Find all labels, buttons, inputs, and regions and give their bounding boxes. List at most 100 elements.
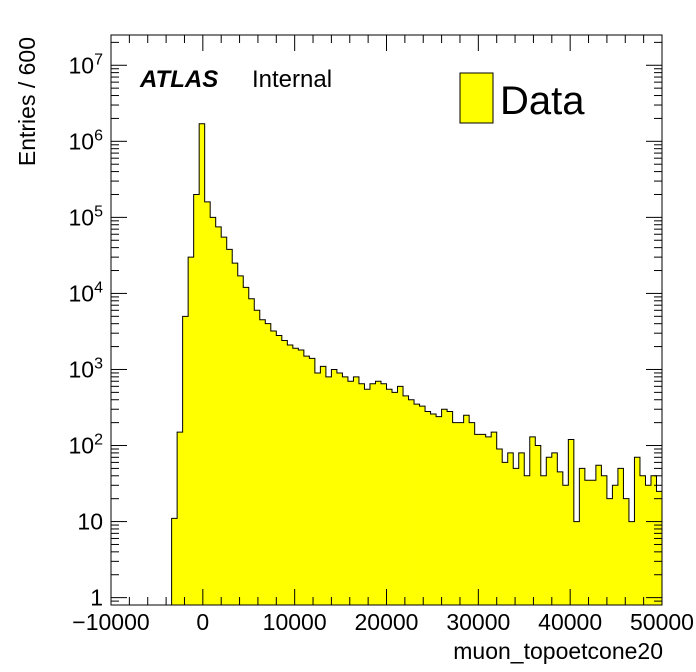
- histogram-bar: [656, 491, 663, 605]
- histogram-bar: [303, 356, 310, 605]
- histogram-bar: [226, 249, 233, 605]
- histogram-bar: [579, 468, 586, 605]
- x-tick-label: 0: [196, 609, 209, 635]
- x-tick-label: 30000: [446, 609, 510, 635]
- histogram-bar: [441, 409, 448, 605]
- histogram-bar: [507, 452, 514, 605]
- y-tick-label: 10: [77, 509, 103, 535]
- histogram-bar: [650, 475, 657, 605]
- histogram-bar: [375, 381, 382, 605]
- histogram-bar: [480, 434, 487, 605]
- x-tick-label: 50000: [630, 609, 694, 635]
- histogram-bar: [347, 381, 354, 605]
- histogram-bar: [524, 475, 531, 605]
- x-tick-label: −10000: [72, 609, 149, 635]
- x-tick-label: 20000: [355, 609, 419, 635]
- histogram-bar: [612, 485, 619, 605]
- x-tick-label: 40000: [538, 609, 602, 635]
- histogram-bar: [292, 348, 299, 605]
- histogram-bar: [518, 452, 525, 605]
- histogram-bar: [210, 217, 217, 606]
- histogram-bar: [606, 498, 613, 605]
- histogram-bar: [595, 465, 602, 605]
- histogram-bar: [513, 468, 520, 605]
- histogram-bar: [298, 350, 305, 605]
- histogram-bar: [469, 422, 476, 605]
- histogram-bar: [645, 485, 652, 605]
- histogram-bar: [171, 518, 178, 605]
- x-tick-labels: −10000 0 10000 20000 30000 40000 50000: [72, 609, 694, 635]
- histogram-bar: [436, 416, 442, 605]
- histogram-bar: [419, 406, 426, 605]
- histogram-bar: [254, 310, 261, 605]
- histogram-bar: [182, 316, 189, 605]
- histogram-bar: [551, 452, 558, 605]
- histogram-bar: [617, 468, 624, 605]
- histogram-bar: [540, 475, 547, 605]
- histogram-bar: [364, 389, 371, 605]
- histogram-bar: [358, 383, 365, 605]
- histogram-bar: [281, 340, 288, 605]
- histogram-bar: [496, 449, 503, 605]
- histogram-bar: [221, 237, 228, 605]
- y-tick-label: 103: [69, 355, 104, 382]
- histogram-bar: [392, 392, 398, 605]
- histogram-bar: [529, 436, 536, 605]
- histogram-bar: [601, 475, 608, 605]
- histogram-bar: [628, 521, 635, 605]
- y-tick-label: 106: [69, 127, 104, 154]
- histogram-bar: [270, 331, 277, 605]
- histogram-bar: [430, 413, 437, 605]
- atlas-sublabel: Internal: [252, 66, 332, 93]
- y-tick-label: 102: [69, 432, 104, 459]
- histogram-bar: [408, 399, 415, 605]
- histogram-bar: [188, 257, 195, 605]
- histogram-bar: [276, 335, 283, 605]
- histogram-bar: [447, 411, 454, 605]
- y-tick-label: 105: [69, 203, 104, 230]
- histogram-bar: [562, 485, 569, 605]
- histogram-bar: [380, 383, 387, 605]
- histogram-bar: [287, 344, 294, 605]
- histogram-bar: [623, 498, 630, 605]
- y-tick-label: 107: [69, 51, 104, 78]
- axis-ticks: [110, 35, 663, 606]
- legend-swatch: [459, 72, 494, 124]
- histogram-bar: [248, 298, 255, 605]
- histogram-bar: [474, 434, 481, 605]
- histogram-bar: [232, 263, 239, 605]
- histogram-bar: [458, 422, 465, 605]
- histogram-bar: [243, 287, 250, 605]
- histogram-bar: [546, 457, 553, 605]
- histogram-bar: [573, 521, 580, 605]
- legend-entry-data: Data: [500, 79, 585, 123]
- y-tick-labels: 1 10 102 103 104 105 106 107: [69, 51, 104, 610]
- histogram-bar: [452, 422, 459, 605]
- histogram-outline: [171, 123, 662, 605]
- histogram-bar: [590, 480, 597, 605]
- y-tick-label: 1: [90, 585, 103, 611]
- y-tick-label: 104: [69, 279, 104, 306]
- histogram-bar: [425, 411, 431, 605]
- histogram-bars: [171, 123, 663, 606]
- histogram-bar: [259, 319, 266, 605]
- histogram-bar: [485, 436, 492, 605]
- histogram-bar: [204, 201, 211, 605]
- histogram-bar: [265, 323, 272, 605]
- histogram-bar: [386, 389, 393, 605]
- histogram-bar: [397, 386, 404, 605]
- histogram-bar: [336, 372, 343, 605]
- histogram-bar: [309, 358, 316, 605]
- histogram-bar: [215, 226, 222, 605]
- histogram-bar: [199, 123, 206, 606]
- histogram-bar: [414, 404, 420, 605]
- histogram-bar: [342, 376, 349, 605]
- y-axis-label: Entries / 600: [14, 37, 40, 166]
- histogram-bar: [491, 432, 498, 605]
- x-axis-label: muon_topoetcone20: [453, 638, 663, 664]
- histogram-bar: [177, 432, 184, 605]
- histogram-bar: [193, 194, 200, 605]
- histogram-bar: [331, 369, 338, 605]
- histogram-bar: [639, 475, 646, 605]
